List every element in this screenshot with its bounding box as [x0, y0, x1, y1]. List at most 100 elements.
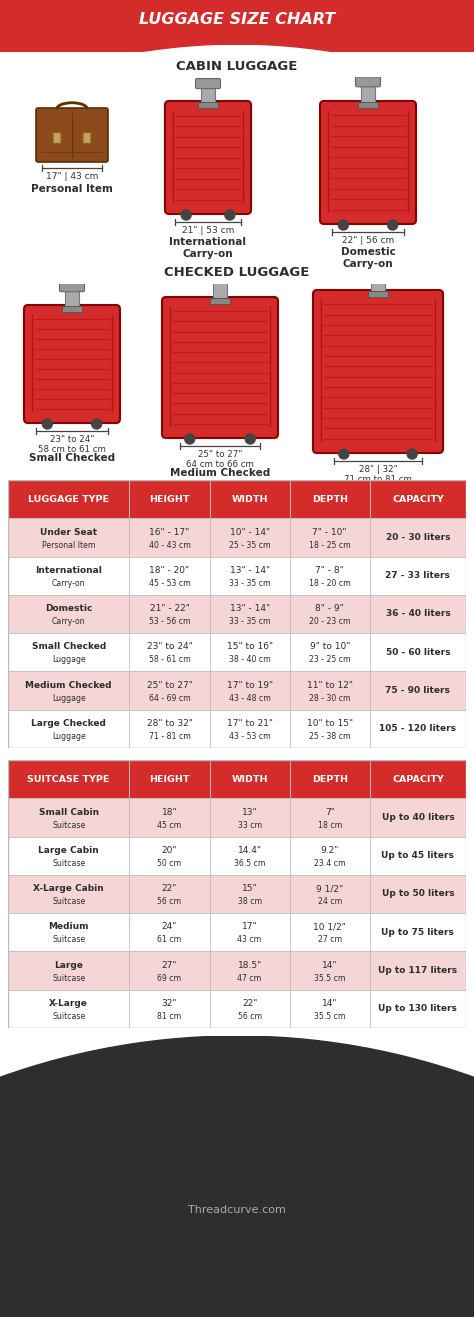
Text: Carry-on: Carry-on [52, 618, 85, 626]
Text: 56 cm: 56 cm [157, 897, 182, 906]
Text: CABIN LUGGAGE: CABIN LUGGAGE [176, 59, 298, 72]
Text: 45 cm: 45 cm [157, 820, 182, 830]
Bar [8, 874, 129, 913]
Text: Suitcase: Suitcase [52, 820, 85, 830]
Text: Suitcase: Suitcase [52, 973, 85, 982]
Text: Large Cabin: Large Cabin [38, 846, 99, 855]
Bar [129, 836, 210, 874]
Text: Up to 75 liters: Up to 75 liters [382, 927, 455, 936]
Bar [358, 101, 378, 108]
Text: 27": 27" [162, 960, 177, 969]
Text: 18": 18" [162, 807, 177, 817]
Text: 7" - 10": 7" - 10" [312, 528, 347, 536]
Circle shape [407, 449, 417, 460]
Bar [290, 710, 370, 748]
Bar [8, 951, 129, 989]
Text: Up to 45 liters: Up to 45 liters [382, 851, 455, 860]
Text: 58 - 61 cm: 58 - 61 cm [148, 656, 191, 665]
Text: 33 - 35 cm: 33 - 35 cm [229, 579, 270, 587]
Text: 25" to 27"
64 cm to 66 cm: 25" to 27" 64 cm to 66 cm [186, 450, 254, 469]
Circle shape [339, 449, 349, 460]
Text: Domestic: Domestic [45, 605, 92, 614]
Text: 50 - 60 liters: 50 - 60 liters [386, 648, 450, 657]
Text: Personal Item: Personal Item [31, 184, 113, 194]
Text: 16" - 17": 16" - 17" [149, 528, 190, 536]
Bar [210, 760, 290, 798]
Text: 25 - 35 cm: 25 - 35 cm [229, 540, 270, 549]
Text: 53 - 56 cm: 53 - 56 cm [149, 618, 190, 626]
Text: 9" to 10": 9" to 10" [310, 643, 350, 652]
Bar [210, 798, 290, 836]
Circle shape [245, 435, 255, 444]
Text: Carry-on: Carry-on [52, 579, 85, 587]
Text: CHECKED LUGGAGE: CHECKED LUGGAGE [164, 266, 310, 279]
Text: 22" | 56 cm: 22" | 56 cm [342, 236, 394, 245]
Text: 9 1/2": 9 1/2" [316, 884, 343, 893]
Text: 17": 17" [242, 922, 257, 931]
Bar [210, 595, 290, 633]
Text: 22": 22" [162, 884, 177, 893]
Text: 25" to 27": 25" to 27" [146, 681, 192, 690]
Text: 33 cm: 33 cm [237, 820, 262, 830]
Text: HEIGHT: HEIGHT [149, 495, 190, 503]
FancyBboxPatch shape [83, 133, 91, 144]
Text: LUGGAGE TYPE: LUGGAGE TYPE [28, 495, 109, 503]
Bar [210, 710, 290, 748]
FancyBboxPatch shape [24, 306, 120, 423]
Bar [8, 798, 129, 836]
Bar [290, 519, 370, 557]
Circle shape [91, 419, 101, 429]
Text: 13" - 14": 13" - 14" [229, 566, 270, 574]
Text: 43 - 53 cm: 43 - 53 cm [229, 732, 271, 741]
Text: 17" | 43 cm: 17" | 43 cm [46, 173, 98, 180]
Text: Small Checked: Small Checked [29, 453, 115, 464]
Text: CAPACITY: CAPACITY [392, 774, 444, 784]
Text: Small Checked: Small Checked [32, 643, 106, 652]
Text: International
Carry-on: International Carry-on [170, 237, 246, 258]
Bar [210, 874, 290, 913]
Bar [370, 951, 466, 989]
Bar [370, 913, 466, 951]
Text: Medium: Medium [48, 922, 89, 931]
Bar [361, 84, 375, 105]
Text: 7" - 8": 7" - 8" [315, 566, 344, 574]
Text: 13": 13" [242, 807, 257, 817]
Text: 75 - 90 liters: 75 - 90 liters [385, 686, 450, 695]
Bar [129, 913, 210, 951]
Text: HEIGHT: HEIGHT [149, 774, 190, 784]
Text: 25 - 38 cm: 25 - 38 cm [309, 732, 351, 741]
Text: 71 - 81 cm: 71 - 81 cm [148, 732, 191, 741]
Bar [201, 86, 215, 105]
Bar [370, 989, 466, 1029]
Text: 81 cm: 81 cm [157, 1011, 182, 1021]
Text: Suitcase: Suitcase [52, 859, 85, 868]
Text: 64 - 69 cm: 64 - 69 cm [148, 694, 191, 703]
Text: Medium Checked: Medium Checked [26, 681, 112, 690]
Text: 18 - 25 cm: 18 - 25 cm [309, 540, 351, 549]
Bar [0, 0, 474, 43]
Bar [129, 760, 210, 798]
Text: 47 cm: 47 cm [237, 973, 262, 982]
Text: 28 - 30 cm: 28 - 30 cm [309, 694, 351, 703]
Bar [62, 306, 82, 312]
Bar [129, 710, 210, 748]
Bar [129, 989, 210, 1029]
Circle shape [185, 435, 195, 444]
Bar [198, 101, 218, 108]
Circle shape [338, 220, 348, 230]
Text: Up to 50 liters: Up to 50 liters [382, 889, 454, 898]
Bar [290, 951, 370, 989]
Text: 20 - 30 liters: 20 - 30 liters [386, 533, 450, 541]
Text: 28" to 32": 28" to 32" [146, 719, 192, 728]
Text: 24": 24" [162, 922, 177, 931]
Text: 10" - 14": 10" - 14" [229, 528, 270, 536]
Text: 17" to 21": 17" to 21" [227, 719, 273, 728]
Bar [210, 557, 290, 595]
Circle shape [42, 419, 52, 429]
Text: 21" | 53 cm: 21" | 53 cm [182, 227, 234, 234]
Text: X-Large: X-Large [49, 1000, 88, 1008]
Bar [8, 710, 129, 748]
Text: 11" to 12": 11" to 12" [307, 681, 353, 690]
Text: Luggage: Luggage [52, 732, 86, 741]
Text: 20": 20" [162, 846, 177, 855]
